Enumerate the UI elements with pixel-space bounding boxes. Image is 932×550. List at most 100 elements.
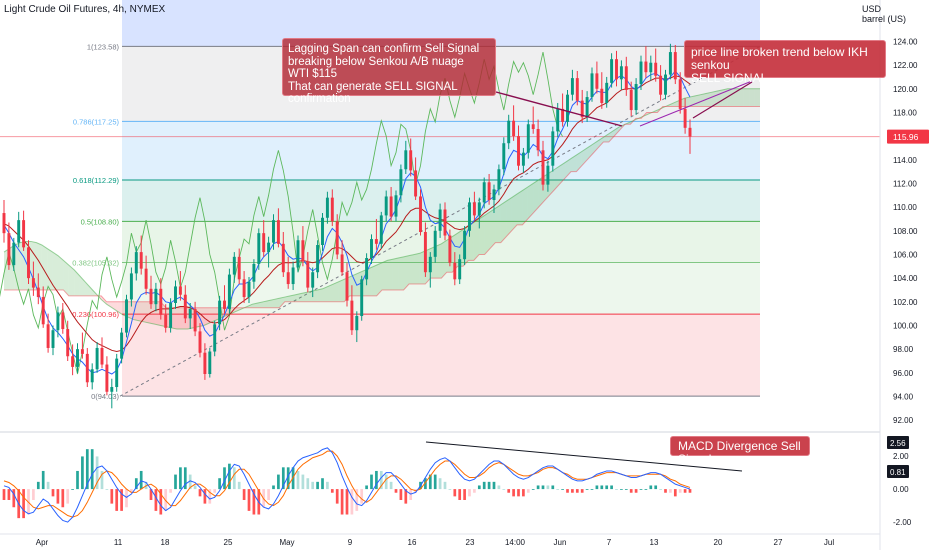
candle <box>570 69 574 101</box>
candle-body <box>76 349 79 367</box>
candle-body <box>296 240 300 268</box>
candle <box>247 276 251 303</box>
candle <box>384 190 388 222</box>
macd-histogram-bar <box>482 481 486 490</box>
candle <box>51 325 55 356</box>
time-axis[interactable]: Apr 11 18 25 May 9 16 23 14:00 Jun 7 13 20 27 Jul <box>0 533 880 547</box>
cloud-segment <box>743 88 750 107</box>
candle <box>227 268 231 314</box>
candle <box>688 119 692 154</box>
candle <box>404 140 408 174</box>
macd-pane <box>0 431 932 523</box>
candle-body <box>31 278 35 288</box>
candle-body <box>105 364 109 392</box>
candle-body <box>340 254 344 273</box>
macd-histogram-bar <box>424 478 427 490</box>
macd-histogram-bar <box>659 489 662 490</box>
candle <box>115 353 119 392</box>
cloud-segment <box>128 301 134 320</box>
candle <box>654 48 658 82</box>
macd-histogram-bar <box>169 489 172 493</box>
macd-histogram-bar <box>130 489 133 493</box>
candle-body <box>159 288 163 315</box>
candle <box>22 210 26 251</box>
candle-body <box>227 274 231 309</box>
candle <box>379 211 383 249</box>
candle <box>463 226 467 266</box>
candle <box>85 347 89 388</box>
candle <box>183 285 187 324</box>
macd-histogram-bar <box>580 489 584 493</box>
price-tick-label: 112.00 <box>893 179 917 188</box>
macd-histogram-bar <box>546 485 550 490</box>
candle-body <box>649 62 653 73</box>
macd-histogram-bar <box>110 489 114 504</box>
candle-body <box>321 217 324 245</box>
macd-callout[interactable]: MACD Divergence Sell Signal <box>670 436 810 466</box>
candle-body <box>90 369 94 383</box>
candle-body <box>311 272 315 288</box>
trend-lines[interactable] <box>495 80 753 127</box>
candle <box>517 125 520 171</box>
price-line-callout[interactable]: price line broken trend below IKH senkou… <box>684 40 886 85</box>
macd-histogram-bar <box>139 470 143 490</box>
candle <box>316 240 320 279</box>
cloud-segment <box>257 301 264 308</box>
cloud-segment <box>495 204 501 243</box>
candle <box>664 69 667 100</box>
candle-body <box>419 196 422 232</box>
symbol-title: Light Crude Oil Futures, 4h, NYMEX <box>4 4 166 15</box>
macd-histogram-bar <box>81 456 84 490</box>
macd-histogram-bar <box>477 485 481 490</box>
candle <box>482 177 486 209</box>
candle <box>350 285 354 335</box>
cloud-segment <box>263 300 269 308</box>
cloud-segment <box>328 284 334 302</box>
macd-histogram-bar <box>664 489 667 493</box>
candle-body <box>169 302 173 328</box>
candle-body <box>458 259 462 280</box>
macd-histogram-bar <box>272 485 275 490</box>
price-axis[interactable]: 124.00122.00120.00118.00116.00114.00112.… <box>879 0 932 550</box>
cloud-segment <box>52 252 58 290</box>
time-tick-label: 25 <box>224 538 233 547</box>
cloud-segment <box>754 88 760 107</box>
fib-zone <box>122 121 760 181</box>
candle <box>468 197 471 237</box>
cloud-segment <box>598 137 604 148</box>
macd-histogram-bar <box>443 481 447 490</box>
fib-level-label: 0.382(105.32) <box>72 259 119 268</box>
candle <box>66 320 70 361</box>
candle <box>345 262 349 307</box>
cloud-segment <box>47 248 53 290</box>
cloud-segment <box>338 279 345 302</box>
candle-body <box>149 288 153 305</box>
candle <box>668 43 672 80</box>
price-tick-label: 106.00 <box>893 250 918 259</box>
macd-histogram-bar <box>134 478 138 490</box>
candle <box>281 231 285 277</box>
candle <box>188 302 192 330</box>
candle-body <box>154 288 158 305</box>
price-tick-label: 124.00 <box>893 37 918 46</box>
price-tick-label: 122.00 <box>893 61 918 70</box>
candle-body <box>673 52 677 80</box>
macd-histogram-bar <box>649 485 653 490</box>
macd-histogram-bar <box>56 489 60 504</box>
cloud-segment <box>392 258 399 290</box>
macd-histogram-bar <box>281 467 285 490</box>
cloud-segment <box>176 307 183 330</box>
candle-body <box>551 131 555 166</box>
candle <box>100 337 104 369</box>
macd-histogram-bar <box>125 489 128 508</box>
candle <box>448 229 452 267</box>
candle <box>512 105 516 141</box>
lagging-span-callout[interactable]: Lagging Span can confirm Sell Signal bre… <box>282 38 496 105</box>
candle <box>56 306 60 338</box>
cloud-segment <box>209 307 215 324</box>
macd-histogram-bar <box>590 489 594 490</box>
candle <box>193 301 197 337</box>
macd-histogram-bar <box>678 489 682 493</box>
base-line <box>3 75 691 353</box>
cloud-segment <box>203 307 210 326</box>
